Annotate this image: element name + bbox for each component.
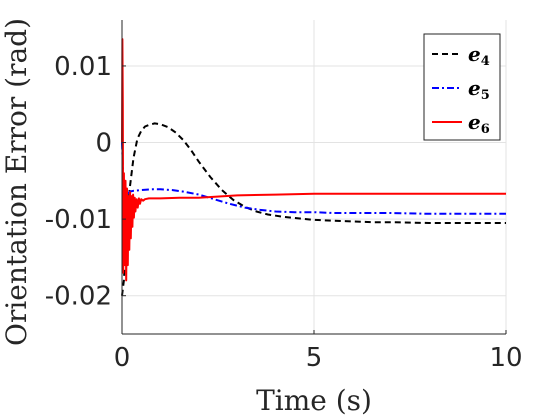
axes <box>121 20 507 335</box>
series-layer <box>121 38 506 296</box>
y-axis-label: Orientation Error (rad) <box>0 18 33 346</box>
y-tick-label: 0.01 <box>54 52 112 82</box>
series-line-e6 <box>121 38 506 282</box>
x-tick-label: 5 <box>306 343 323 373</box>
x-axis-label: Time (s) <box>256 384 372 417</box>
y-tick-label: 0 <box>95 129 112 159</box>
legend-entry: e6 <box>468 110 490 137</box>
y-tick-label: -0.01 <box>45 205 112 235</box>
y-tick-label: -0.02 <box>45 282 112 312</box>
legend-entry: e4 <box>468 42 490 69</box>
tick-labels: 0 5 10 -0.02 -0.01 0 0.01 <box>45 52 523 373</box>
x-tick-label: 0 <box>114 343 131 373</box>
series-line-e4 <box>121 122 506 296</box>
x-tick-label: 10 <box>489 343 522 373</box>
legend-entry: e5 <box>468 76 490 103</box>
legend: e4 e5 e6 <box>423 33 501 141</box>
